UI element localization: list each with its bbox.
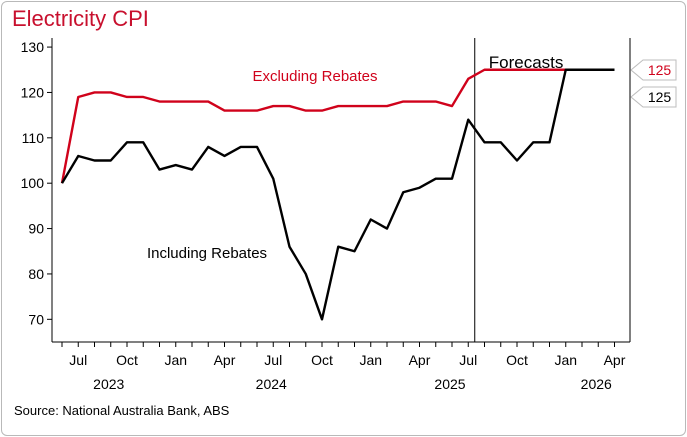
- x-tick-label: Jul: [264, 352, 282, 368]
- end-label-including-rebates-text: 125: [648, 89, 672, 105]
- series-layer: [60, 68, 615, 321]
- y-tick-label: 120: [21, 84, 45, 100]
- y-tick-label: 130: [21, 39, 45, 55]
- x-tick-label: Oct: [116, 352, 138, 368]
- end-label-including-rebates: 125: [630, 86, 677, 108]
- x-tick-label: Oct: [311, 352, 333, 368]
- chart-source: Source: National Australia Bank, ABS: [14, 403, 230, 418]
- x-tick-label: Apr: [604, 352, 626, 368]
- y-tick-label: 110: [22, 130, 45, 146]
- axes: 70 80 90 100 110 120 130 Jul Oct Jan Apr Jul Oct Jan A…: [21, 38, 631, 392]
- year-label: 2025: [434, 376, 465, 392]
- x-tick-label: Oct: [506, 352, 528, 368]
- x-tick-label: Apr: [214, 352, 236, 368]
- y-tick-label: 70: [28, 311, 44, 327]
- series-label-including-rebates: Including Rebates: [147, 245, 267, 262]
- x-tick-label: Apr: [409, 352, 431, 368]
- chart-title: Electricity CPI: [12, 6, 149, 31]
- y-tick-label: 90: [28, 221, 44, 237]
- x-tick-label: Jan: [164, 352, 187, 368]
- y-tick-label: 80: [28, 266, 44, 282]
- x-tick-label: Jan: [359, 352, 382, 368]
- x-tick-label: Jan: [554, 352, 577, 368]
- series-line-including-rebates: [60, 68, 615, 321]
- labels-layer: Forecasts Excluding Rebates Including Reba…: [147, 53, 677, 262]
- series-label-excluding-rebates: Excluding Rebates: [252, 68, 377, 85]
- year-label: 2026: [581, 376, 612, 392]
- year-label: 2024: [256, 376, 287, 392]
- end-label-including-rebates-box: [630, 86, 677, 108]
- end-label-excluding-rebates: 125: [630, 59, 677, 81]
- series-line-excluding-rebates: [60, 68, 615, 184]
- end-label-excluding-rebates-text: 125: [648, 62, 672, 78]
- x-tick-label: Jul: [459, 352, 477, 368]
- x-tick-label: Jul: [69, 352, 87, 368]
- end-label-excluding-rebates-box: [630, 59, 677, 81]
- year-label: 2023: [93, 376, 124, 392]
- forecast-label: Forecasts: [489, 53, 564, 72]
- y-tick-label: 100: [21, 175, 45, 191]
